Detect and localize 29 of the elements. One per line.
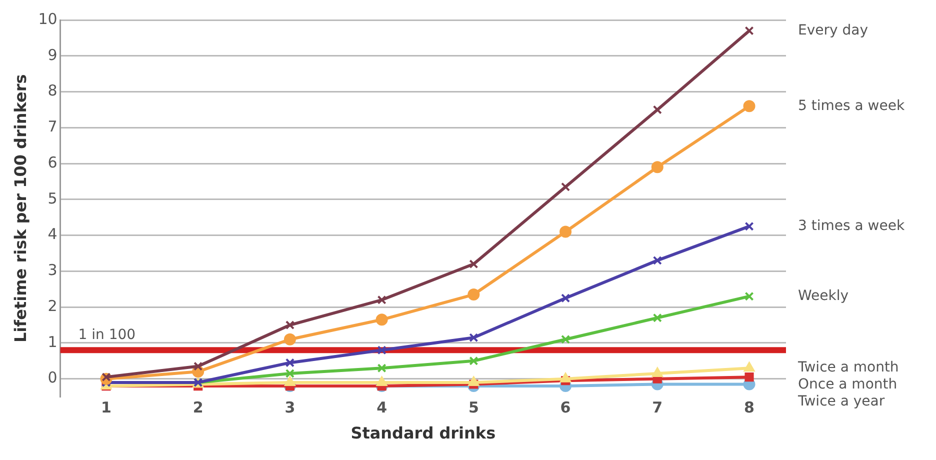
x-tick-label: 7 xyxy=(652,398,663,417)
text: 3 times a week xyxy=(798,218,906,234)
y-tick-label: 3 xyxy=(48,261,58,280)
x-tick-label: 8 xyxy=(744,398,754,417)
y-tick-label: 8 xyxy=(48,82,58,100)
y-tick-label: 2 xyxy=(48,296,58,315)
ref-line-label: 1 in 100 xyxy=(78,326,136,343)
x-tick-label: 1 xyxy=(101,398,112,417)
y-tick-label: 6 xyxy=(48,153,58,172)
y-tick-label: 5 xyxy=(48,189,58,208)
y-tick-label: 1 xyxy=(48,332,58,351)
x-tick-label: 4 xyxy=(376,398,388,417)
y-tick-label: 7 xyxy=(48,118,58,136)
y-axis-title: Lifetime risk per 100 drinkers xyxy=(10,74,30,343)
x-tick-label: 6 xyxy=(560,398,571,417)
y-tick-label: 10 xyxy=(38,10,58,28)
x-tick-label: 3 xyxy=(284,398,296,417)
x-axis-title: Standard drinks xyxy=(350,424,496,443)
y-tick-label: 0 xyxy=(48,368,58,387)
text: Twice a year xyxy=(797,394,885,410)
text: Twice a month xyxy=(797,360,899,376)
x-tick-label: 5 xyxy=(468,398,479,417)
x-tick-label: 2 xyxy=(192,398,204,417)
text: Once a month xyxy=(798,376,898,393)
y-tick-label: 4 xyxy=(48,225,58,244)
text: 5 times a week xyxy=(798,98,906,114)
y-tick-label: 9 xyxy=(48,46,58,64)
text: Weekly xyxy=(798,288,849,304)
text: Every day xyxy=(798,22,868,38)
